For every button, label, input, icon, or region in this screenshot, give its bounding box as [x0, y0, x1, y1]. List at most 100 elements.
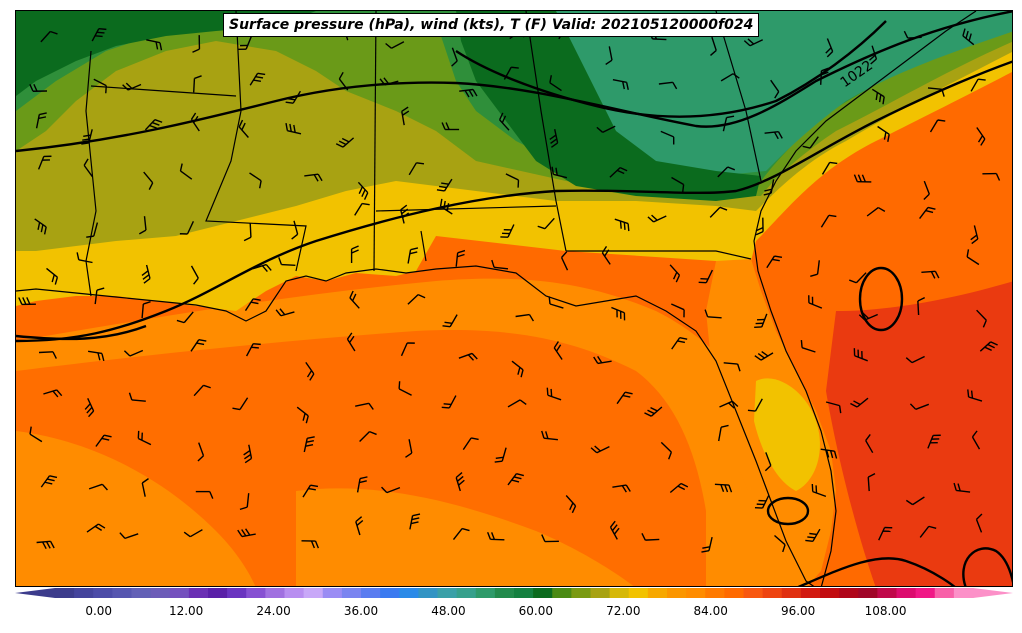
wind-barb — [975, 513, 983, 533]
wind-barb — [919, 525, 937, 538]
colorbar-swatch — [55, 588, 75, 598]
colorbar-swatch — [743, 588, 764, 598]
wind-barb — [197, 442, 205, 462]
land-green-dark-east — [456, 11, 761, 201]
colorbar-tick-label: 72.00 — [606, 604, 641, 618]
wind-barb — [821, 161, 838, 175]
wind-barb — [811, 483, 827, 498]
wind-barb — [774, 534, 786, 553]
wind-barb — [95, 434, 112, 447]
wind-barb — [119, 532, 139, 540]
wind-barb — [590, 445, 610, 454]
wind-barb — [302, 484, 319, 498]
wind-barb — [764, 452, 772, 472]
wind-barb — [507, 399, 527, 408]
map-title: Surface pressure (hPa), wind (kts), T (F… — [223, 13, 760, 37]
land-green-dark — [16, 11, 316, 96]
colorbar-swatch — [686, 588, 706, 598]
wind-barb — [285, 123, 302, 135]
wind-barb — [401, 106, 410, 126]
wind-barb — [18, 297, 36, 306]
wind-barb — [866, 206, 886, 217]
wind-barb — [868, 45, 878, 65]
colorbar-min-extension — [15, 588, 55, 598]
wind-barb — [541, 430, 558, 441]
wind-barb — [86, 523, 106, 533]
colorbar-swatch — [93, 588, 113, 598]
atlantic-coastline — [753, 11, 977, 586]
colorbar-swatch — [953, 588, 974, 598]
wind-barb — [669, 264, 681, 283]
wind-barb — [400, 342, 415, 357]
wind-barb — [459, 88, 478, 98]
wind-barb — [359, 430, 377, 442]
colorbar-swatch — [762, 588, 783, 598]
wind-barb — [825, 38, 834, 58]
wind-barb — [192, 35, 201, 53]
wind-barb — [37, 155, 52, 170]
colorbar-tick-label: 48.00 — [431, 604, 466, 618]
wind-barb — [86, 222, 99, 238]
wind-barb — [970, 78, 986, 92]
wind-barb — [671, 336, 688, 350]
wind-barb — [698, 269, 714, 284]
wind-barb — [710, 36, 717, 56]
wind-barb — [979, 341, 998, 352]
wind-barb — [754, 313, 768, 328]
wind-barb — [743, 38, 763, 47]
wind-barb — [462, 437, 479, 450]
wind-barb — [962, 28, 975, 46]
colorbar-tick-label: 96.00 — [780, 604, 816, 618]
colorbar-swatch — [284, 588, 305, 598]
wind-barb — [94, 287, 105, 305]
colorbar-swatch — [915, 588, 936, 598]
wind-barb — [243, 444, 253, 464]
wind-barb — [195, 490, 214, 499]
wind-barb — [660, 441, 673, 460]
wind-barb — [611, 306, 626, 321]
wind-barb — [441, 395, 457, 409]
wind-barb — [93, 78, 107, 94]
colorbar-swatch — [74, 588, 94, 598]
colorbar-swatch — [246, 588, 266, 598]
colorbar-swatch — [858, 588, 878, 598]
wind-barb — [909, 403, 930, 410]
wind-barb — [436, 178, 453, 192]
wind-barb — [285, 90, 302, 104]
colorbar-swatch — [514, 588, 534, 598]
wind-barb — [878, 526, 893, 541]
isobar-southeast — [797, 557, 956, 586]
wind-barb — [237, 528, 256, 538]
wind-barb — [451, 47, 458, 67]
wind-barb — [193, 384, 211, 397]
wind-barb — [671, 303, 685, 318]
wind-barb — [179, 221, 195, 235]
wind-barb — [179, 163, 193, 180]
colorbar-swatch — [341, 588, 362, 598]
colorbar-swatch — [208, 588, 228, 598]
wind-barb — [967, 389, 983, 402]
wind-barb — [398, 381, 412, 396]
colorbar-swatch — [150, 588, 171, 598]
wind-barb — [442, 314, 458, 328]
colorbar-swatch — [380, 588, 400, 598]
wind-barb — [505, 173, 520, 188]
wind-barb — [982, 172, 1001, 181]
wind-barb — [541, 534, 559, 543]
wind-barb — [820, 214, 837, 228]
colorbar-max-extension — [973, 588, 1013, 598]
wind-barb — [641, 532, 660, 541]
wind-barb — [500, 224, 515, 238]
wind-barb — [718, 424, 729, 442]
land-teal — [536, 11, 1012, 176]
wind-barb — [966, 249, 980, 266]
wind-barb — [249, 172, 262, 189]
wind-barb — [867, 473, 876, 492]
colorbar-swatch — [361, 588, 381, 598]
wind-barb — [722, 115, 735, 132]
colorbar-swatch — [265, 588, 286, 598]
colorbar-swatch — [188, 588, 209, 598]
wind-barb — [409, 513, 421, 530]
wind-barb — [612, 484, 631, 493]
wind-barb — [853, 348, 868, 362]
